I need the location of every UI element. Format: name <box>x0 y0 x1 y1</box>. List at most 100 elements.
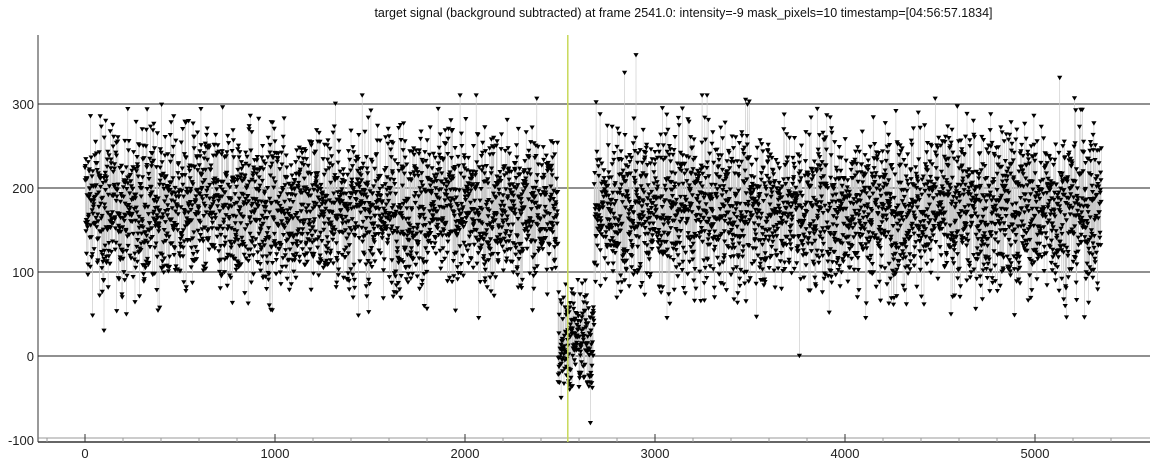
data-point <box>388 147 394 152</box>
data-point <box>219 149 225 154</box>
data-point <box>862 203 868 209</box>
data-point <box>969 180 976 185</box>
data-point <box>472 198 478 204</box>
data-point <box>816 209 822 214</box>
data-point <box>377 186 383 192</box>
data-point <box>130 165 136 170</box>
data-point <box>474 208 480 213</box>
data-point <box>93 151 99 156</box>
data-point <box>280 188 286 193</box>
data-point <box>673 202 679 207</box>
data-point <box>592 171 598 176</box>
data-point <box>825 259 831 264</box>
data-point <box>350 145 356 150</box>
data-point <box>325 261 331 267</box>
data-point <box>562 305 568 310</box>
data-point <box>216 149 222 154</box>
data-point <box>334 256 340 261</box>
data-point <box>437 248 443 254</box>
data-point <box>797 179 803 184</box>
data-point <box>537 229 543 234</box>
data-point <box>811 219 817 224</box>
data-point <box>402 245 409 251</box>
data-point <box>453 228 459 233</box>
data-point <box>271 217 277 222</box>
data-point <box>571 292 577 297</box>
data-point <box>248 148 254 153</box>
data-point <box>481 237 487 242</box>
data-point <box>145 204 151 210</box>
data-point <box>598 216 604 221</box>
data-point <box>415 242 421 247</box>
data-point <box>225 206 231 211</box>
data-point <box>921 302 927 307</box>
data-point <box>275 151 281 156</box>
data-point <box>567 305 573 310</box>
data-point <box>804 200 810 205</box>
data-point <box>917 187 923 192</box>
y-tick-label: -100 <box>8 433 34 448</box>
data-point <box>983 267 989 272</box>
data-point <box>383 202 389 207</box>
data-point <box>138 241 144 246</box>
data-point <box>199 172 205 177</box>
data-point <box>523 176 529 181</box>
data-point <box>483 232 489 238</box>
data-point <box>660 285 666 290</box>
data-point <box>241 242 247 247</box>
data-point <box>889 167 895 172</box>
data-point <box>252 179 258 184</box>
data-point <box>705 257 711 263</box>
data-point <box>742 281 748 286</box>
data-point <box>719 167 726 173</box>
data-point <box>458 211 464 216</box>
data-point <box>487 247 493 252</box>
data-point <box>934 176 941 182</box>
data-point <box>721 282 727 287</box>
data-point <box>176 176 182 181</box>
data-point <box>760 232 766 237</box>
data-point <box>266 210 273 215</box>
data-point <box>615 126 621 131</box>
data-point <box>934 143 940 148</box>
data-point <box>661 222 667 227</box>
data-point <box>306 188 312 193</box>
data-point <box>494 235 500 240</box>
data-point <box>368 108 374 113</box>
data-point <box>518 283 524 288</box>
data-point <box>499 199 505 205</box>
data-point <box>574 340 580 346</box>
data-point <box>960 176 966 181</box>
data-point <box>127 253 133 258</box>
data-point <box>300 227 306 232</box>
data-point <box>112 226 118 231</box>
data-point <box>928 144 935 149</box>
data-point <box>731 220 737 225</box>
data-point <box>188 207 194 213</box>
data-point <box>379 199 386 204</box>
data-point <box>524 219 530 225</box>
data-point <box>869 220 875 225</box>
data-point <box>1003 207 1010 212</box>
data-point <box>826 252 832 257</box>
data-point <box>507 247 513 252</box>
data-point <box>845 279 851 284</box>
data-point <box>149 151 155 156</box>
data-point <box>655 184 661 189</box>
data-point <box>371 184 377 189</box>
data-point <box>585 334 591 339</box>
data-point <box>451 274 457 279</box>
data-point <box>289 173 295 178</box>
data-point <box>672 185 678 190</box>
data-point <box>1011 267 1017 272</box>
data-point <box>250 272 257 277</box>
x-tick-label: 2000 <box>451 446 480 461</box>
data-point <box>436 233 442 238</box>
data-point <box>334 258 340 263</box>
data-point <box>351 262 357 268</box>
data-point <box>535 213 541 218</box>
data-point <box>122 278 128 283</box>
data-point <box>785 155 791 160</box>
data-point <box>787 238 793 243</box>
data-point <box>667 216 673 221</box>
